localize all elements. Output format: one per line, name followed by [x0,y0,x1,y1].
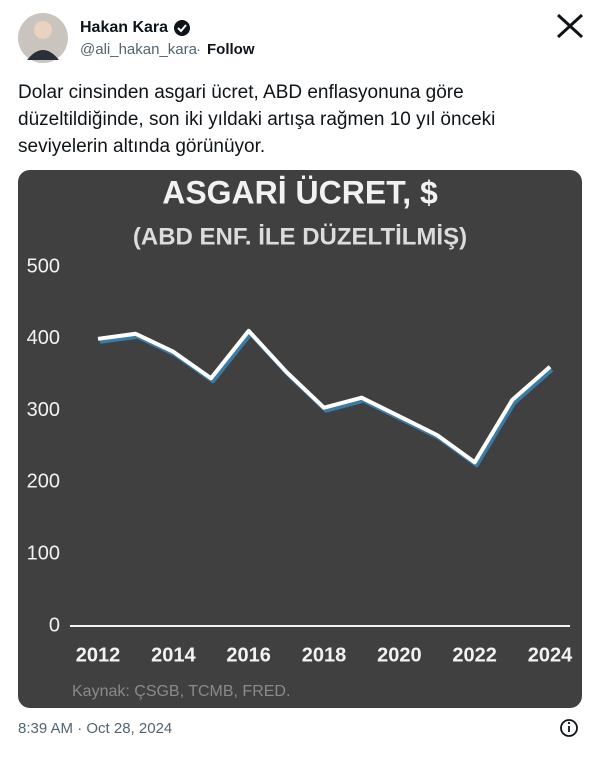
x-tick-label: 2014 [151,644,196,666]
tweet-text: düzeltildiğinde, son iki yıldaki artışa … [18,109,495,130]
avatar-suit [27,50,59,60]
separator: · [196,41,201,58]
info-icon[interactable] [560,719,578,737]
author-name[interactable]: Hakan Kara [80,19,168,36]
x-tick-label: 2024 [528,644,573,666]
x-tick-label: 2018 [302,644,347,666]
avatar-face [34,21,52,39]
tweet-text: seviyelerin altında görünüyor. [18,136,265,157]
source: Kaynak: ÇSGB, TCMB, FRED. [72,683,290,700]
tweet-text: Dolar cinsinden asgari ücret, ABD enflas… [18,82,464,103]
y-tick-label: 100 [27,542,60,564]
timestamp[interactable]: 8:39 AM · Oct 28, 2024 [18,720,172,737]
x-tick-label: 2020 [377,644,422,666]
verified-badge [174,20,190,36]
y-tick-label: 300 [27,399,60,421]
chart-image[interactable] [18,170,582,708]
chart-subtitle: (ABD ENF. İLE DÜZELTİLMİŞ) [133,223,467,250]
x-tick-label: 2022 [452,644,497,666]
chart-title: ASGARİ ÜCRET, $ [162,174,438,210]
x-tick-label: 2012 [76,644,121,666]
y-tick-label: 200 [27,471,60,493]
author-handle[interactable]: @ali_hakan_kara [80,41,198,58]
x-tick-label: 2016 [226,644,271,666]
y-tick-label: 400 [27,327,60,349]
x-logo[interactable] [556,13,584,39]
y-tick-label: 0 [49,614,60,636]
line [97,328,552,465]
y-tick-label: 500 [27,255,60,277]
follow-button[interactable]: Follow [207,41,255,58]
